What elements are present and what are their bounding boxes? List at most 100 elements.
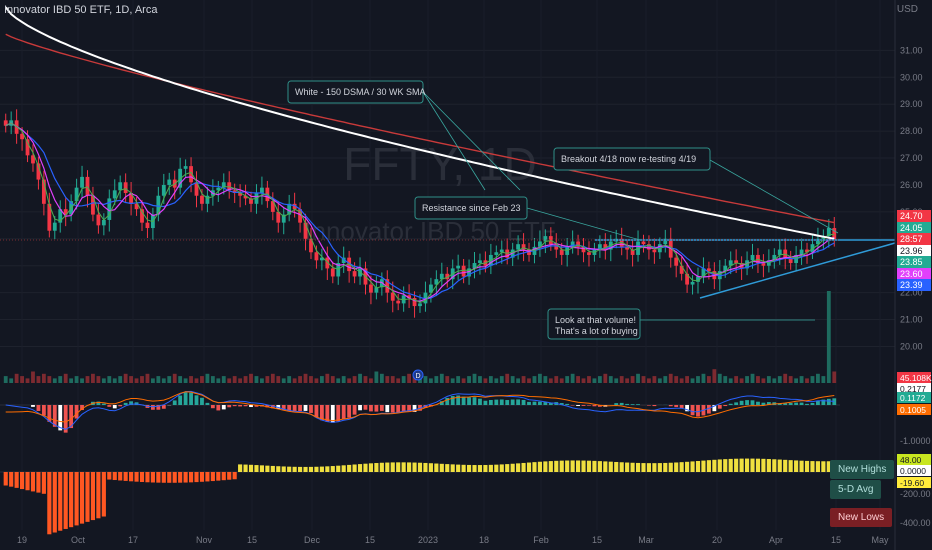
- nhnl-bar: [303, 466, 308, 472]
- nhnl-bar: [804, 460, 810, 472]
- nhnl-bar: [434, 463, 439, 472]
- x-tick-label: 2023: [418, 535, 438, 545]
- nhnl-bar: [576, 460, 581, 472]
- volume-bar: [210, 376, 215, 383]
- indicator-label: 48.00: [900, 455, 922, 465]
- candle: [96, 214, 101, 226]
- nhnl-bar: [417, 462, 423, 472]
- nhnl-bar: [826, 461, 831, 472]
- macd-histogram-bar: [47, 405, 52, 422]
- volume-bar: [810, 376, 815, 383]
- macd-histogram-bar: [161, 405, 166, 409]
- x-tick-label: 20: [712, 535, 722, 545]
- volume-bar: [63, 373, 68, 383]
- volume-bar: [581, 378, 586, 383]
- indicator-label: 0.0000: [900, 466, 926, 476]
- macd-histogram-bar: [478, 398, 482, 405]
- volume-bar: [434, 376, 439, 383]
- price-label-bg: [897, 268, 931, 280]
- macd-histogram-bar: [728, 403, 733, 405]
- nhnl-bar: [695, 461, 701, 472]
- nhnl-bar: [679, 462, 684, 472]
- volume-bar: [766, 376, 771, 383]
- macd-histogram-bar: [527, 401, 531, 405]
- macd-histogram-bar: [96, 401, 101, 405]
- annotation-box: [414, 196, 528, 220]
- candle: [538, 241, 542, 247]
- candle: [543, 236, 548, 242]
- macd-histogram-bar: [281, 405, 286, 411]
- nhnl-bar: [565, 460, 570, 472]
- volume-bar: [418, 378, 422, 383]
- nhnl-bar: [646, 463, 652, 472]
- volume-bar: [696, 376, 700, 383]
- new-lows-button[interactable]: New Lows: [830, 508, 893, 527]
- macd-histogram-bar: [385, 405, 390, 413]
- candle: [777, 249, 782, 255]
- candle: [101, 219, 106, 226]
- nhnl-bar: [270, 465, 275, 472]
- nhnl-bar: [668, 462, 673, 472]
- nhnl-bar: [614, 461, 619, 472]
- nhnl-bar: [319, 466, 324, 472]
- nhnl-bar: [298, 466, 303, 472]
- macd-histogram-bar: [123, 402, 128, 405]
- chart-title[interactable]: Innovator IBD 50 ETF, 1D, Arca: [4, 4, 158, 16]
- candle: [603, 244, 608, 250]
- price-label: 24.70: [900, 211, 923, 221]
- signal-line: [5, 391, 835, 423]
- volume-bar: [445, 376, 450, 383]
- macd-histogram-bar: [630, 404, 635, 405]
- macd-histogram-bar: [647, 405, 651, 406]
- nhnl-bar: [79, 472, 85, 524]
- y-tick-label: 30.00: [900, 72, 923, 82]
- volume-bar: [221, 376, 226, 383]
- macd-histogram-bar: [614, 403, 619, 405]
- nhnl-bar: [445, 464, 450, 472]
- new-highs-button[interactable]: New Highs: [830, 460, 895, 479]
- indicator-label: 0.2177: [900, 384, 926, 394]
- volume-bar: [205, 373, 210, 383]
- candle: [734, 260, 739, 264]
- macd-histogram-bar: [570, 405, 575, 406]
- macd-histogram-bar: [369, 405, 373, 412]
- avg-button[interactable]: 5-D Avg: [830, 480, 882, 499]
- volume-bar: [756, 376, 760, 383]
- nhnl-bar: [363, 463, 368, 472]
- nhnl-bar: [532, 462, 537, 472]
- nhnl-bar: [641, 463, 646, 472]
- volume-bar: [183, 378, 188, 383]
- nhnl-bar: [652, 463, 657, 472]
- macd-histogram-bar: [63, 405, 68, 433]
- candle: [319, 257, 324, 261]
- volume-bar: [494, 378, 499, 383]
- volume-bar: [636, 373, 640, 383]
- nhnl-bar: [554, 460, 559, 472]
- volume-bar: [232, 376, 237, 383]
- currency-label: USD: [896, 4, 918, 15]
- nhnl-bar: [483, 464, 488, 472]
- macd-histogram-bar: [156, 405, 161, 410]
- nhnl-bar: [390, 462, 395, 472]
- ema-green-line: [5, 122, 835, 304]
- candle: [456, 265, 461, 269]
- candle: [112, 190, 117, 199]
- volume-bar: [826, 291, 831, 383]
- candle: [647, 244, 651, 250]
- volume-bar: [145, 373, 150, 383]
- volume-bar: [559, 378, 564, 383]
- nhnl-bar: [9, 472, 14, 487]
- nhnl-bar: [625, 462, 630, 472]
- volume-bar: [685, 376, 690, 383]
- candle: [216, 187, 221, 191]
- nhnl-bar: [96, 472, 101, 519]
- nhnl-bar: [357, 464, 363, 472]
- watermark-name: Innovator IBD 50 ETF: [304, 216, 555, 246]
- time-axis[interactable]: 19 Oct 17 Nov 15 Dec 15 2023 18 Feb 15 Mar 20 Apr 15 Ma…: [17, 535, 889, 545]
- price-label: 28:57: [900, 234, 923, 244]
- volume-bar: [548, 378, 553, 383]
- nhnl-bar: [777, 459, 782, 472]
- volume-bar: [69, 378, 74, 383]
- volume-bar: [298, 376, 302, 383]
